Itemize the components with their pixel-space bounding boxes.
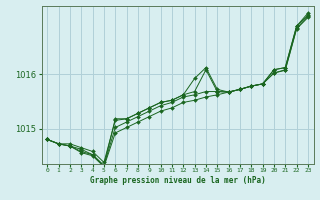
X-axis label: Graphe pression niveau de la mer (hPa): Graphe pression niveau de la mer (hPa) [90, 176, 266, 185]
